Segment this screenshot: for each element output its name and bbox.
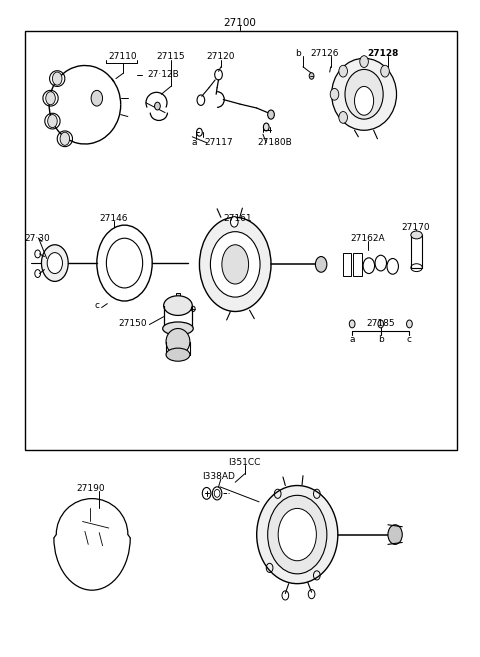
Text: a: a [192, 137, 197, 147]
Text: 27·30: 27·30 [24, 234, 50, 242]
Text: 27110: 27110 [109, 53, 137, 62]
Bar [411, 235, 422, 267]
Ellipse shape [388, 525, 402, 545]
Text: c: c [95, 301, 99, 310]
Circle shape [349, 320, 355, 328]
Bar [176, 292, 180, 297]
Circle shape [264, 123, 269, 131]
Circle shape [339, 112, 348, 124]
Text: 27117: 27117 [204, 137, 233, 147]
Text: 27180B: 27180B [257, 137, 292, 147]
Ellipse shape [222, 245, 249, 284]
Text: 27·12B: 27·12B [147, 70, 179, 79]
Circle shape [330, 89, 339, 100]
Text: 27162A: 27162A [350, 234, 385, 242]
Bar [353, 252, 362, 276]
Text: 27115: 27115 [156, 53, 185, 62]
Circle shape [360, 56, 368, 68]
Text: 27161: 27161 [223, 214, 252, 223]
Text: b: b [378, 335, 384, 344]
Circle shape [48, 114, 57, 127]
Text: c: c [407, 335, 412, 344]
Circle shape [60, 132, 70, 145]
Ellipse shape [345, 70, 383, 119]
Circle shape [230, 217, 238, 227]
Text: 27190: 27190 [77, 484, 106, 493]
Text: b: b [295, 49, 301, 58]
Text: 27120: 27120 [207, 53, 235, 62]
Text: a: a [349, 335, 355, 344]
Text: 27126: 27126 [311, 49, 339, 58]
Circle shape [381, 65, 389, 77]
Circle shape [309, 73, 314, 79]
Text: 27150: 27150 [118, 319, 147, 328]
Ellipse shape [97, 225, 152, 301]
Text: I351CC: I351CC [228, 458, 261, 467]
Ellipse shape [166, 328, 190, 355]
Text: 27170: 27170 [401, 223, 430, 232]
Text: 27100: 27100 [224, 18, 256, 28]
Text: I338AD: I338AD [202, 472, 235, 481]
Circle shape [339, 65, 348, 77]
Ellipse shape [257, 486, 338, 583]
Ellipse shape [47, 252, 62, 273]
Text: 27185: 27185 [366, 319, 395, 328]
Circle shape [407, 320, 412, 328]
Circle shape [91, 91, 103, 106]
Bar [25, 31, 457, 449]
Ellipse shape [411, 231, 422, 239]
Circle shape [52, 72, 62, 85]
Ellipse shape [107, 238, 143, 288]
Ellipse shape [278, 509, 316, 560]
Ellipse shape [210, 232, 260, 297]
Ellipse shape [166, 348, 190, 361]
Circle shape [46, 92, 55, 104]
Ellipse shape [355, 87, 373, 115]
Circle shape [155, 102, 160, 110]
Ellipse shape [268, 495, 327, 574]
Ellipse shape [164, 296, 192, 315]
Ellipse shape [315, 256, 327, 272]
Ellipse shape [332, 58, 396, 130]
Ellipse shape [41, 245, 68, 281]
Bar [343, 252, 351, 276]
Text: 27146: 27146 [99, 214, 128, 223]
Ellipse shape [163, 322, 193, 335]
Ellipse shape [199, 217, 271, 311]
Circle shape [268, 110, 275, 119]
Text: 27128: 27128 [368, 49, 399, 58]
Circle shape [378, 320, 384, 328]
